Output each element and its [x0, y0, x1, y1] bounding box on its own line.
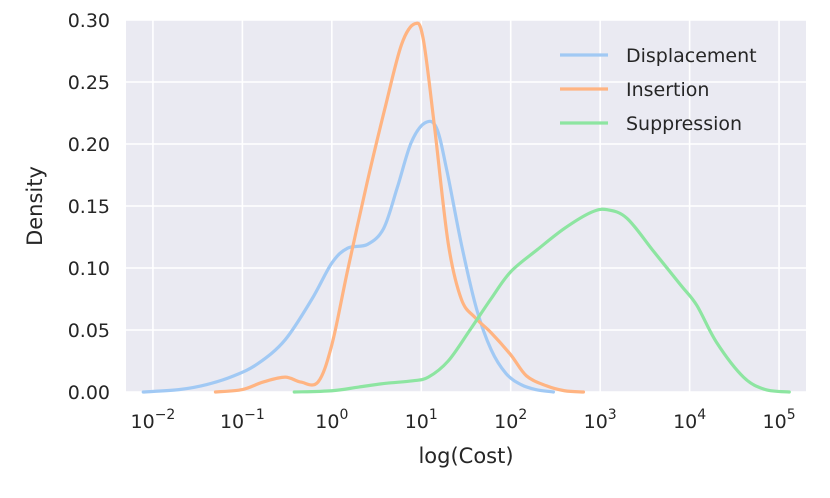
y-tick-label-2: 0.10 [68, 258, 110, 280]
y-tick-label-3: 0.15 [68, 196, 110, 218]
series-lines [141, 21, 791, 394]
series-line-displacement [141, 119, 555, 394]
x-tick-label-5: 103 [584, 407, 617, 433]
legend-label-insertion: Insertion [626, 79, 709, 101]
legend: Displacement Insertion Suppression [560, 45, 757, 135]
y-axis-label: Density [23, 166, 47, 246]
x-tick-label-4: 102 [494, 407, 527, 433]
x-tick-label-0: 10−2 [131, 407, 176, 433]
x-tick-label-1: 10−1 [220, 407, 265, 433]
y-tick-label-4: 0.20 [68, 134, 110, 156]
series-line-insertion [213, 21, 586, 394]
y-tick-label-5: 0.25 [68, 72, 110, 94]
x-tick-label-7: 105 [763, 407, 796, 433]
y-tick-labels: 0.00 0.05 0.10 0.15 0.20 0.25 0.30 [68, 10, 110, 404]
y-tick-label-1: 0.05 [68, 320, 110, 342]
x-tick-label-6: 104 [673, 407, 706, 433]
legend-label-suppression: Suppression [626, 113, 742, 135]
series-line-suppression [292, 207, 791, 394]
x-tick-label-3: 101 [405, 407, 438, 433]
y-tick-label-6: 0.30 [68, 10, 110, 32]
x-tick-label-2: 100 [315, 407, 348, 433]
legend-label-displacement: Displacement [626, 45, 757, 67]
x-tick-labels: 10−2 10−1 100 101 102 103 104 105 [131, 407, 796, 433]
y-tick-label-0: 0.00 [68, 382, 110, 404]
x-axis-label: log(Cost) [418, 444, 513, 468]
